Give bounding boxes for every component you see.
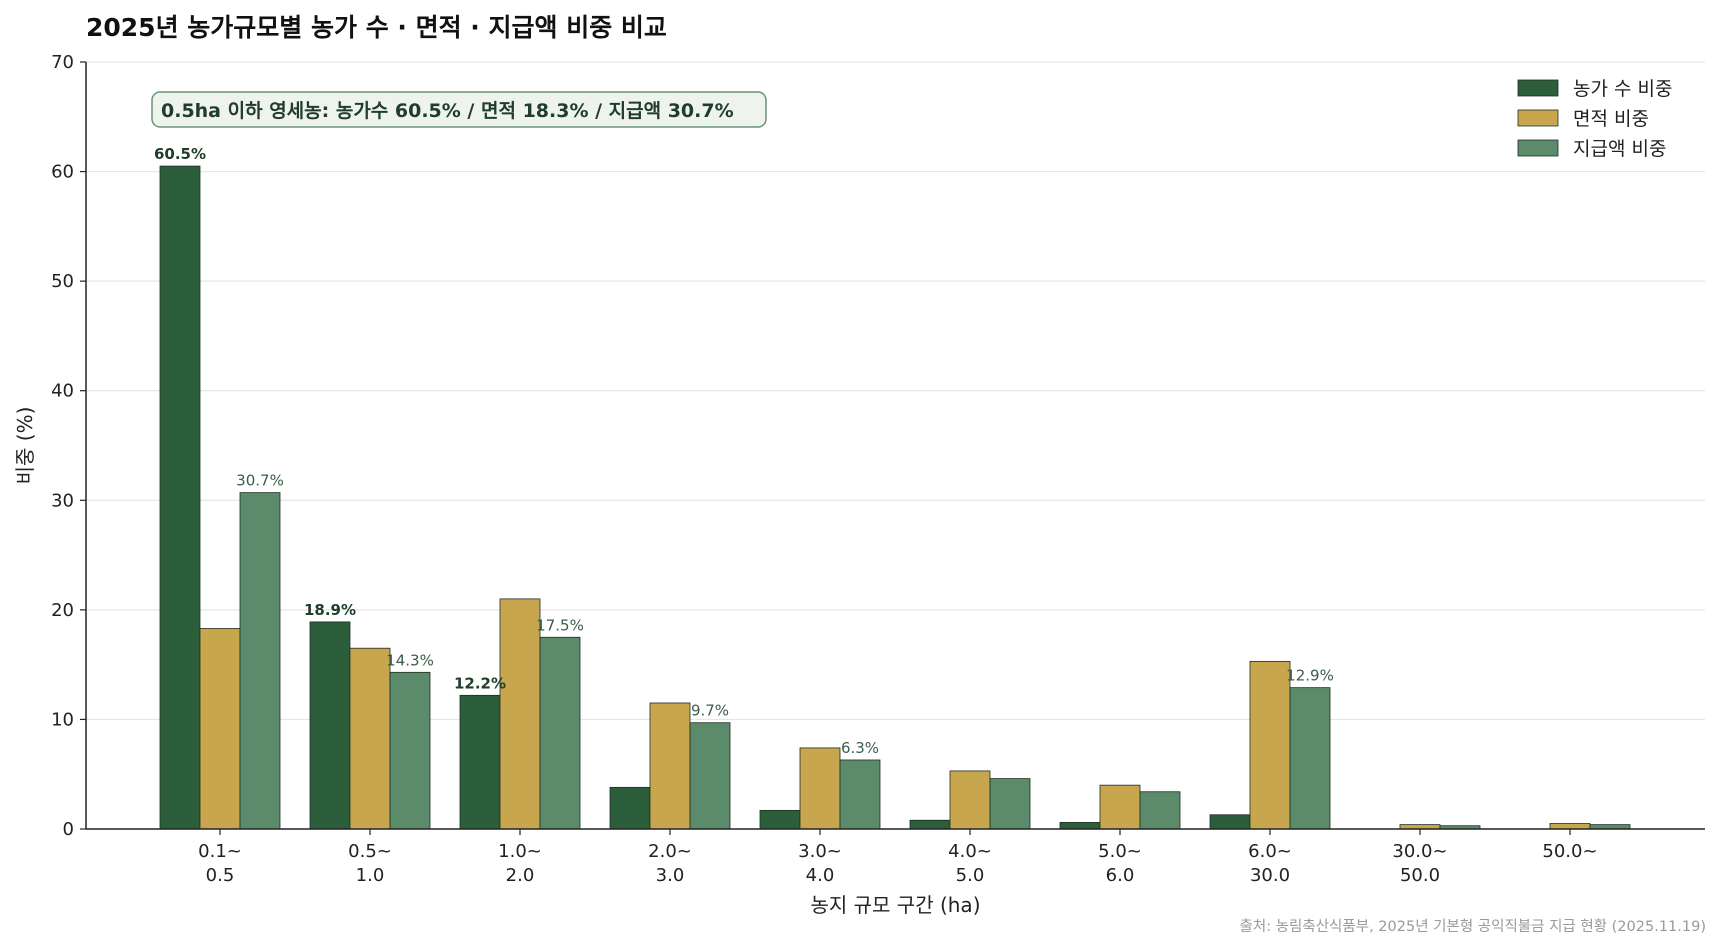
x-tick-label: 50.0~	[1542, 841, 1597, 862]
data-label: 12.9%	[1286, 667, 1334, 685]
bar-area	[949, 770, 991, 830]
data-label: 30.7%	[236, 472, 284, 490]
legend-label: 지급액 비중	[1573, 138, 1666, 160]
bar-payment	[239, 492, 281, 830]
bar-payment	[839, 759, 881, 830]
bar-farms	[609, 786, 651, 830]
bar-area	[649, 702, 691, 830]
x-tick-label: 4.0	[806, 865, 835, 886]
bar-area	[1549, 823, 1591, 830]
bar-farms	[309, 621, 351, 830]
data-labels: 60.5% 18.9% 12.2% 30.7% 14.3% 17.5% 9.7% 6.3% 12…	[154, 145, 1334, 757]
data-label: 18.9%	[304, 601, 356, 619]
legend-label: 면적 비중	[1573, 108, 1649, 130]
x-tick-label: 30.0~	[1392, 841, 1447, 862]
y-axis-title: 비중 (%)	[13, 407, 37, 485]
bar-area	[199, 628, 241, 830]
y-tick-label: 50	[51, 271, 74, 292]
y-tick-label: 70	[51, 52, 74, 73]
data-label: 9.7%	[691, 702, 729, 720]
y-tick-label: 0	[63, 819, 74, 840]
gridlines	[86, 61, 1705, 721]
x-axis-title: 농지 규모 구간 (ha)	[810, 893, 980, 917]
data-label: 14.3%	[386, 651, 434, 669]
bar-farms	[759, 809, 801, 830]
data-label: 6.3%	[841, 739, 879, 757]
y-tick-label: 20	[51, 600, 74, 621]
bar-farms	[159, 165, 201, 830]
bar-area	[1099, 784, 1141, 830]
legend-label: 농가 수 비중	[1573, 78, 1672, 100]
x-tick-label: 30.0	[1250, 865, 1290, 886]
x-tick-label: 6.0	[1106, 865, 1135, 886]
bar-farms	[459, 694, 501, 830]
x-tick-label: 0.1~	[198, 841, 242, 862]
annotation-box: 0.5ha 이하 영세농: 농가수 60.5% / 면적 18.3% / 지급액…	[151, 91, 767, 128]
bar-area	[349, 647, 391, 830]
axes: 0 10 20 30 40 50 60 70 0.1~ 0.5 0.5~ 1.0 1.0~ 2.0 2.0~…	[51, 52, 1705, 886]
y-tick-label: 60	[51, 162, 74, 183]
x-tick-label: 2.0	[506, 865, 535, 886]
source-note: 출처: 농림축산식품부, 2025년 기본형 공익직불금 지급 현황 (2025…	[1240, 918, 1706, 935]
y-tick-label: 40	[51, 381, 74, 402]
x-tick-label: 0.5	[206, 865, 235, 886]
bar-farms	[1209, 814, 1251, 830]
x-tick-label: 6.0~	[1248, 841, 1292, 862]
y-tick-label: 10	[51, 709, 74, 730]
x-tick-label: 5.0~	[1098, 841, 1142, 862]
bar-payment	[539, 636, 581, 830]
annotation-frame	[151, 91, 767, 128]
bar-area	[499, 598, 541, 830]
bar-area	[1249, 660, 1291, 830]
data-label: 17.5%	[536, 616, 584, 634]
x-tick-label: 4.0~	[948, 841, 992, 862]
x-tick-label: 3.0	[656, 865, 685, 886]
bar-payment	[389, 671, 431, 830]
legend-swatch	[1517, 79, 1559, 97]
x-tick-label: 2.0~	[648, 841, 692, 862]
x-tick-label: 50.0	[1400, 865, 1440, 886]
annotation-text: 0.5ha 이하 영세농: 농가수 60.5% / 면적 18.3% / 지급액…	[161, 100, 734, 122]
x-tick-label: 3.0~	[798, 841, 842, 862]
x-tick-label: 1.0	[356, 865, 385, 886]
legend-swatch	[1517, 109, 1559, 127]
x-tick-label: 1.0~	[498, 841, 542, 862]
bar-payment	[1139, 791, 1181, 830]
bar-area	[799, 747, 841, 830]
x-tick-label: 5.0	[956, 865, 985, 886]
y-tick-label: 30	[51, 490, 74, 511]
bar-farms	[1059, 822, 1101, 830]
bar-payment	[1289, 687, 1331, 830]
chart-title: 2025년 농가규모별 농가 수 · 면적 · 지급액 비중 비교	[86, 13, 667, 42]
legend-swatch	[1517, 139, 1559, 157]
data-label: 12.2%	[454, 674, 506, 692]
x-tick-label: 0.5~	[348, 841, 392, 862]
bar-payment	[989, 778, 1031, 830]
bars	[159, 165, 1631, 830]
bar-payment	[689, 722, 731, 830]
bar-farms	[909, 819, 951, 830]
data-label: 60.5%	[154, 145, 206, 163]
